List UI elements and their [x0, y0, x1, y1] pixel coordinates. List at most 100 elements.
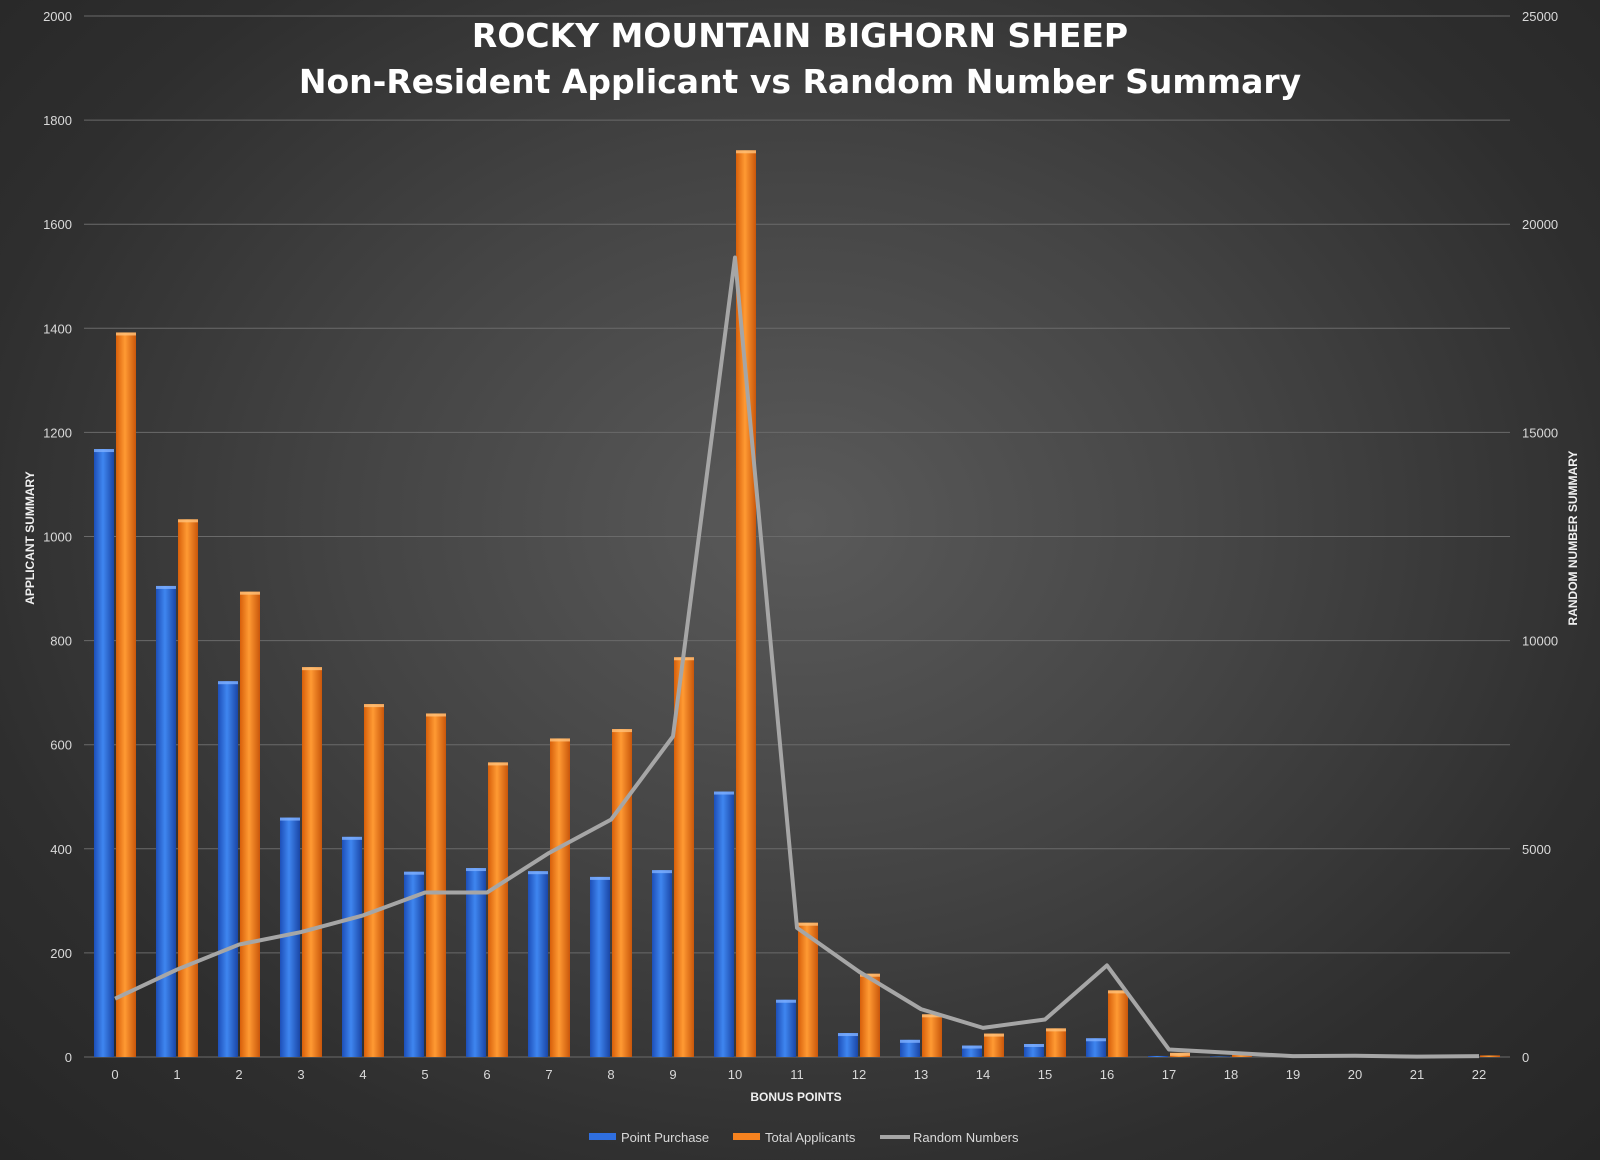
x-tick-label: 22	[1472, 1067, 1486, 1082]
bar-point-purchase-cap	[714, 791, 734, 795]
x-tick-label: 14	[976, 1067, 990, 1082]
bar-total-applicants-cap	[1170, 1052, 1190, 1056]
x-tick-label: 12	[852, 1067, 866, 1082]
y-tick-label: 200	[50, 946, 72, 961]
bar-point-purchase	[1148, 1055, 1168, 1057]
bar-total-applicants	[860, 973, 880, 1057]
x-tick-label: 0	[111, 1067, 118, 1082]
x-tick-label: 2	[235, 1067, 242, 1082]
bar-point-purchase	[218, 681, 238, 1057]
x-tick-label: 10	[728, 1067, 742, 1082]
bar-total-applicants-cap	[860, 973, 880, 977]
y2-tick-label: 20000	[1522, 217, 1558, 232]
bar-point-purchase	[528, 871, 548, 1057]
bar-total-applicants	[674, 657, 694, 1057]
x-tick-label: 4	[359, 1067, 366, 1082]
bar-point-purchase	[280, 817, 300, 1057]
y-axis-label: APPLICANT SUMMARY	[23, 471, 37, 605]
x-tick-label: 20	[1348, 1067, 1362, 1082]
bar-total-applicants-cap	[736, 150, 756, 154]
legend-item-random-numbers[interactable]: Random Numbers	[880, 1130, 1019, 1145]
legend-item-point-purchase[interactable]: Point Purchase	[589, 1130, 709, 1145]
x-tick-label: 21	[1410, 1067, 1424, 1082]
bar-total-applicants-cap	[550, 738, 570, 742]
bar-point-purchase-cap	[590, 876, 610, 880]
bar-total-applicants-cap	[240, 591, 260, 595]
bar-point-purchase-cap	[1086, 1038, 1106, 1042]
y-tick-label: 2000	[43, 9, 72, 24]
bar-total-applicants	[116, 332, 136, 1057]
bar-total-applicants	[364, 704, 384, 1057]
bar-total-applicants	[550, 738, 570, 1057]
bar-point-purchase-cap	[94, 449, 114, 453]
bar-point-purchase	[94, 449, 114, 1057]
bar-total-applicants	[302, 667, 322, 1057]
x-tick-label: 3	[297, 1067, 304, 1082]
bar-point-purchase	[1086, 1038, 1106, 1057]
bar-total-applicants-cap	[922, 1014, 942, 1018]
bar-total-applicants-cap	[178, 519, 198, 523]
bar-point-purchase-cap	[404, 871, 424, 875]
bar-total-applicants-cap	[612, 729, 632, 733]
bar-point-purchase	[590, 876, 610, 1057]
bar-point-purchase-cap	[838, 1033, 858, 1037]
y-tick-label: 1600	[43, 217, 72, 232]
x-tick-label: 15	[1038, 1067, 1052, 1082]
bar-point-purchase	[404, 871, 424, 1057]
bar-total-applicants-cap	[426, 713, 446, 717]
bar-point-purchase	[1024, 1043, 1044, 1057]
bar-point-purchase	[466, 868, 486, 1057]
legend-item-total-applicants[interactable]: Total Applicants	[733, 1130, 856, 1145]
x-tick-label: 13	[914, 1067, 928, 1082]
bar-point-purchase	[714, 791, 734, 1057]
x-tick-label: 16	[1100, 1067, 1114, 1082]
x-axis: 0 1 2 3 4 5 6 7 8 9 10 11 12 13 14 15 16 17 18 19 20 21 22	[111, 1067, 1486, 1082]
y2-tick-label: 5000	[1522, 842, 1551, 857]
y-tick-label: 600	[50, 738, 72, 753]
bar-total-applicants-cap	[116, 332, 136, 336]
chart-title: ROCKY MOUNTAIN BIGHORN SHEEP	[472, 16, 1128, 55]
bar-total-applicants-cap	[488, 762, 508, 766]
bar-total-applicants	[612, 729, 632, 1057]
y-tick-label: 1200	[43, 425, 72, 440]
bar-total-applicants-cap	[984, 1033, 1004, 1037]
bar-point-purchase-cap	[156, 585, 176, 589]
x-tick-label: 8	[607, 1067, 614, 1082]
bar-total-applicants-cap	[1046, 1028, 1066, 1032]
bar-point-purchase-cap	[962, 1045, 982, 1049]
y2-axis-label: RANDOM NUMBER SUMMARY	[1566, 451, 1580, 626]
legend-swatch-total-applicants	[733, 1133, 760, 1140]
legend-label-total-applicants: Total Applicants	[765, 1130, 856, 1145]
x-axis-label: BONUS POINTS	[750, 1090, 841, 1104]
bar-total-applicants	[240, 591, 260, 1057]
bar-point-purchase	[652, 870, 672, 1057]
bar-point-purchase	[1210, 1056, 1230, 1057]
bar-total-applicants	[1480, 1055, 1500, 1057]
bar-total-applicants-cap	[798, 922, 818, 926]
bars	[94, 150, 1500, 1057]
y-axis-left: 0 200 400 600 800 1000 1200 1400 1600 1800 2000	[43, 9, 72, 1065]
bar-point-purchase	[838, 1033, 858, 1057]
bar-total-applicants	[1108, 990, 1128, 1057]
y-tick-label: 400	[50, 842, 72, 857]
legend: Point Purchase Total Applicants Random N…	[589, 1130, 1019, 1145]
bar-total-applicants	[736, 150, 756, 1057]
chart-subtitle: Non-Resident Applicant vs Random Number …	[299, 62, 1301, 101]
bar-total-applicants	[426, 713, 446, 1057]
bar-point-purchase	[776, 999, 796, 1057]
bar-total-applicants-cap	[302, 667, 322, 671]
bar-point-purchase	[342, 836, 362, 1057]
bar-point-purchase-cap	[342, 836, 362, 840]
legend-label-random-numbers: Random Numbers	[913, 1130, 1019, 1145]
random-numbers-line	[114, 255, 1480, 1059]
x-tick-label: 5	[421, 1067, 428, 1082]
bar-point-purchase-cap	[776, 999, 796, 1003]
legend-swatch-point-purchase	[589, 1133, 616, 1140]
y-tick-label: 1800	[43, 113, 72, 128]
y-tick-label: 1000	[43, 530, 72, 545]
x-tick-label: 1	[173, 1067, 180, 1082]
bar-total-applicants-cap	[364, 704, 384, 708]
y-tick-label: 1400	[43, 321, 72, 336]
x-tick-label: 6	[483, 1067, 490, 1082]
